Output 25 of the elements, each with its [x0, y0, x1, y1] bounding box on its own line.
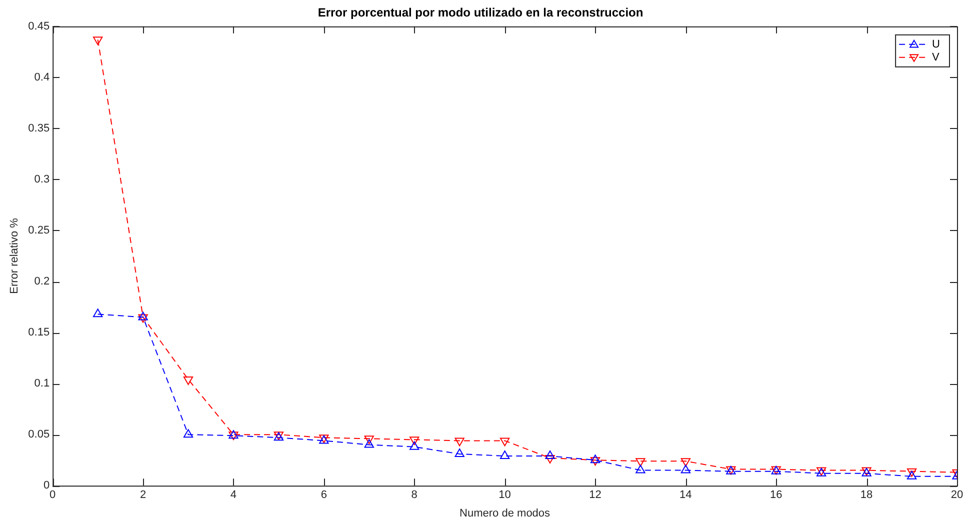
y-tick-label: 0.3 [34, 174, 50, 186]
x-tick-label: 20 [950, 489, 964, 502]
y-tick-label: 0.1 [34, 378, 50, 390]
x-tick-label: 14 [680, 489, 692, 502]
y-tick-label: 0.35 [28, 122, 50, 134]
x-tick-label: 10 [498, 489, 511, 502]
x-tick-label: 8 [411, 489, 418, 502]
y-tick-label: 0.25 [28, 224, 50, 237]
y-axis-title: Error relativo % [8, 218, 21, 294]
x-axis-title: Numero de modos [460, 507, 551, 520]
y-tick-label: 0.15 [28, 326, 50, 339]
y-tick-label: 0 [43, 480, 50, 492]
chart-title: Error porcentual por modo utilizado en la reconstruccion [318, 6, 644, 20]
y-tick-label: 0.4 [34, 71, 50, 84]
x-tick-label: 16 [770, 489, 782, 502]
legend-label: V [932, 51, 940, 64]
y-tick-label: 0.2 [34, 276, 50, 288]
x-tick-label: 2 [140, 489, 146, 502]
legend-label: U [932, 38, 940, 50]
x-tick-label: 12 [589, 489, 602, 502]
x-tick-label: 6 [320, 489, 327, 502]
y-tick-label: 0.05 [28, 428, 50, 441]
y-tick-label: 0.45 [28, 20, 50, 32]
x-tick-label: 4 [230, 489, 237, 502]
x-tick-label: 18 [860, 489, 873, 502]
